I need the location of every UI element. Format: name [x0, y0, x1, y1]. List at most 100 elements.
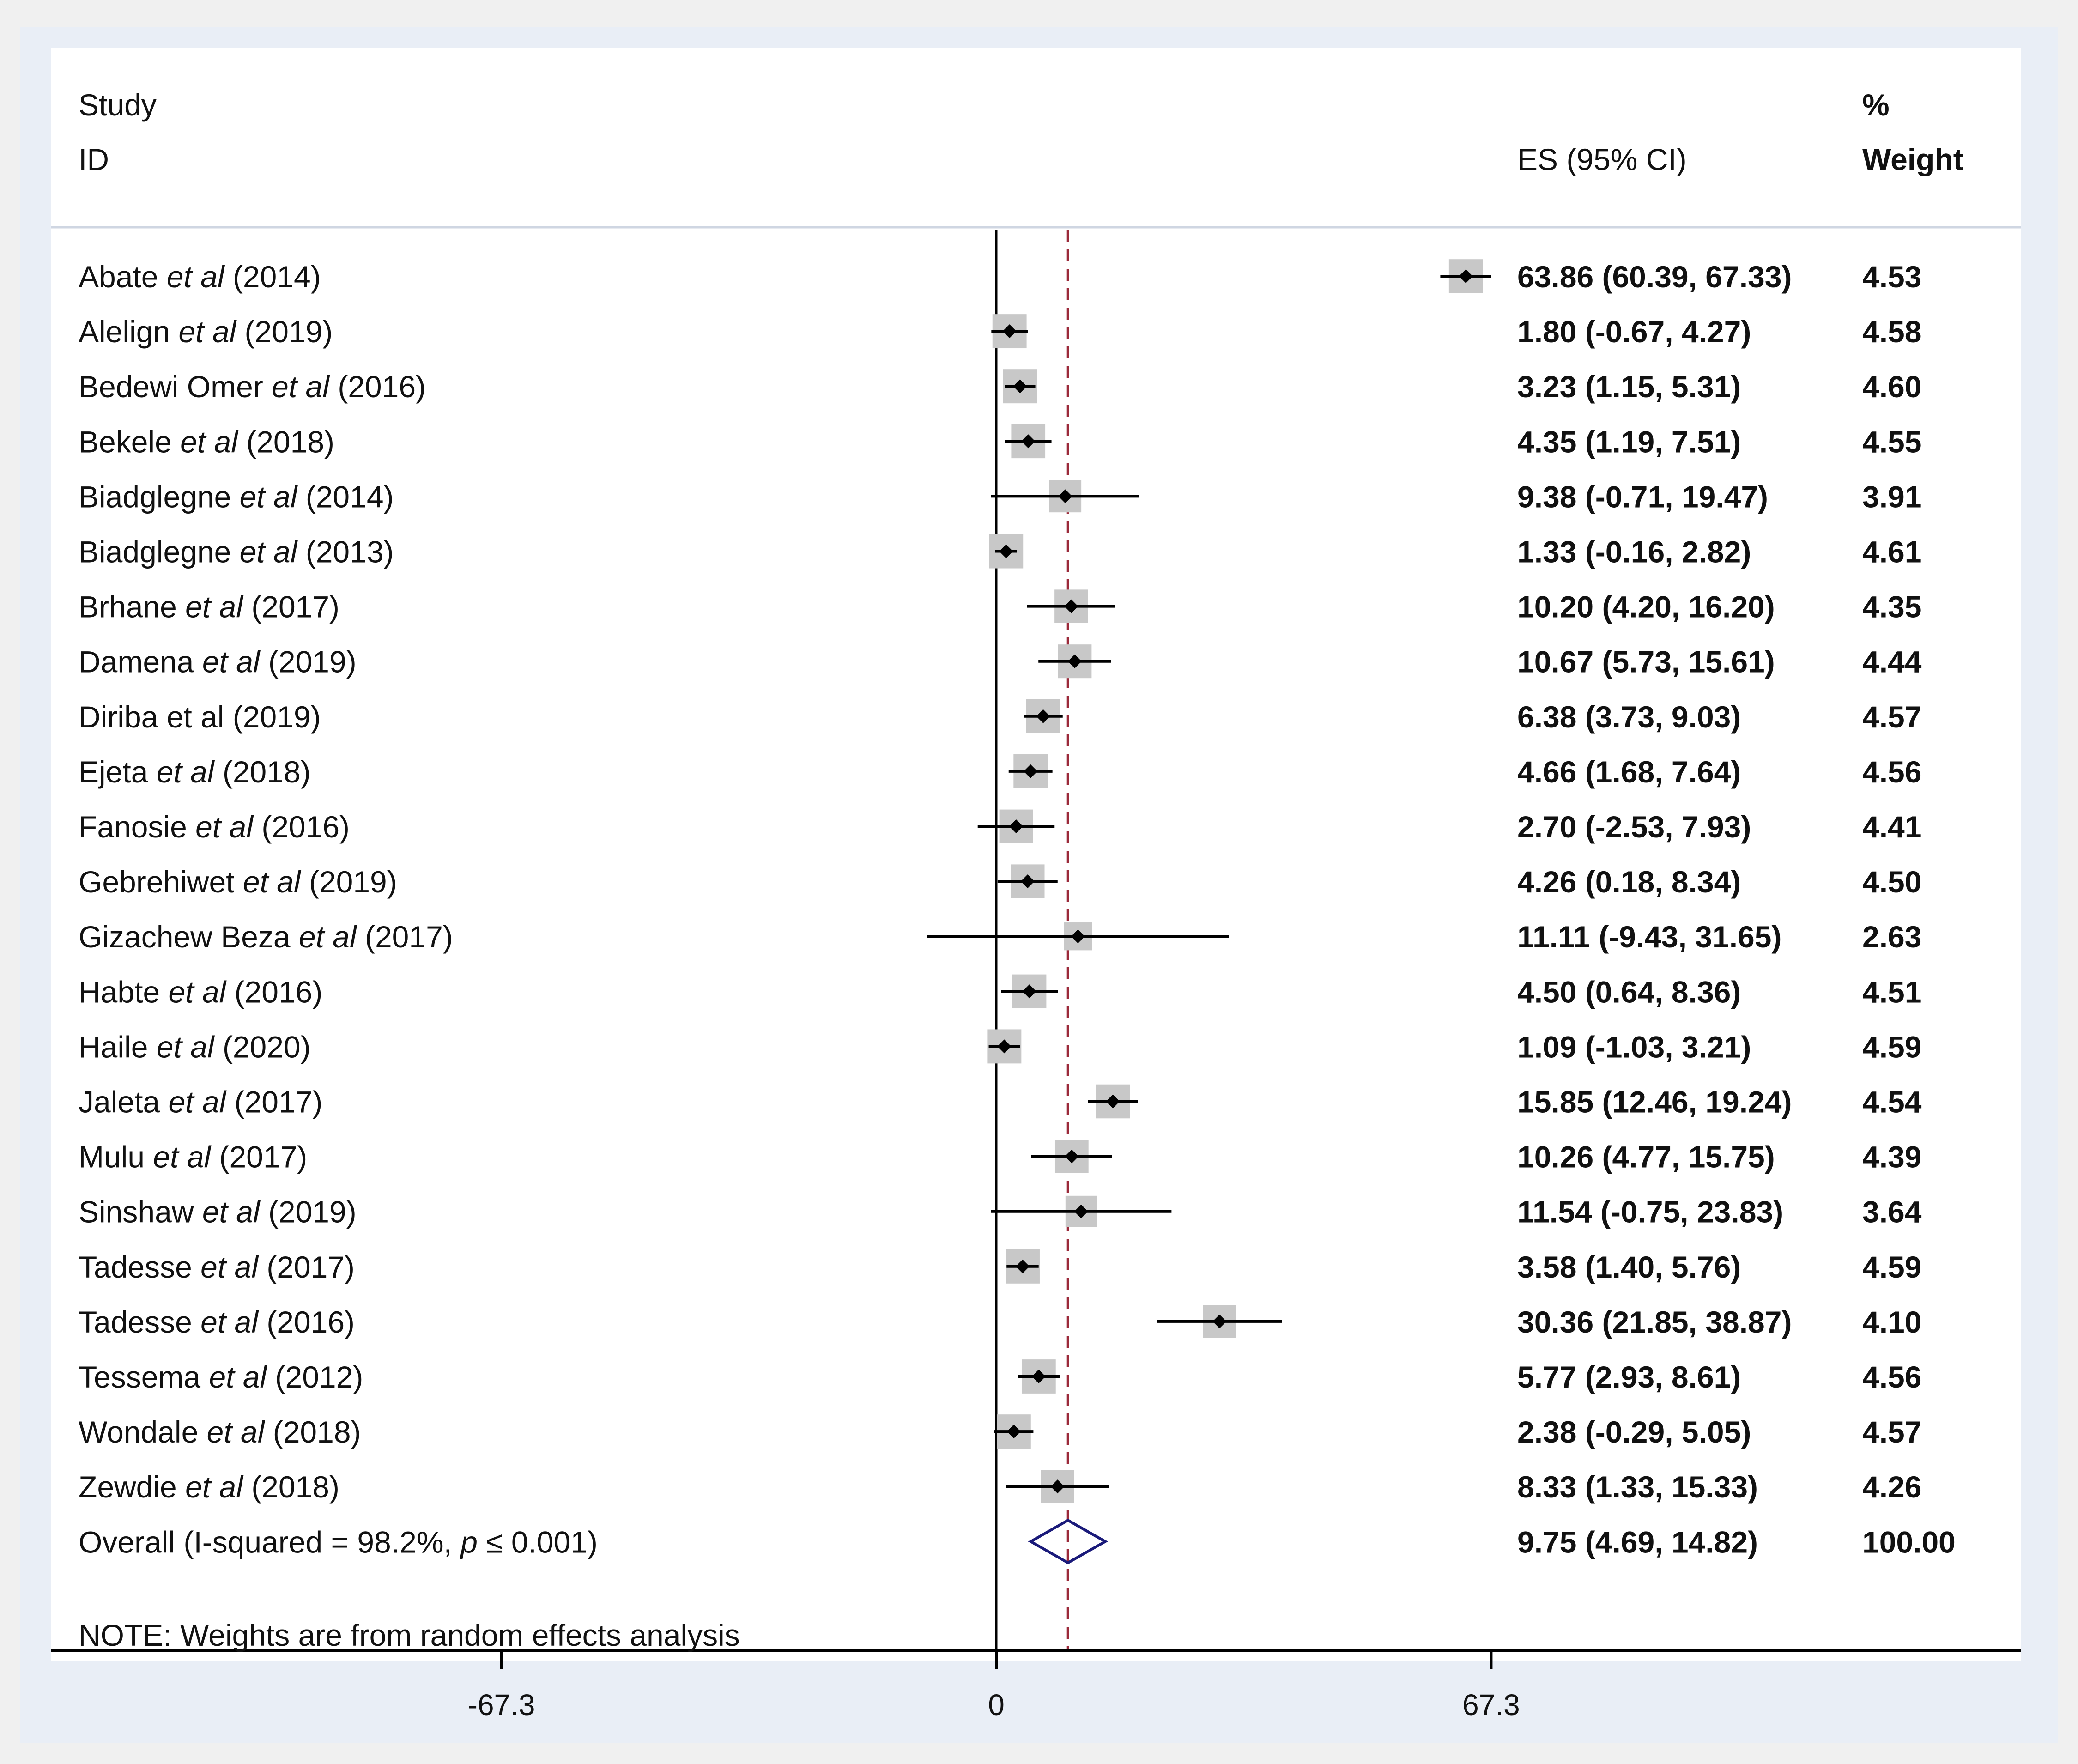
study-es-ci: 6.38 (3.73, 9.03) [1517, 700, 1741, 734]
study-author: Sinshaw [79, 1195, 202, 1229]
study-etal: et al [157, 1030, 215, 1064]
study-author: Alelign [79, 315, 178, 349]
study-point-marker [1036, 709, 1050, 723]
overall-es-ci: 9.75 (4.69, 14.82) [1517, 1525, 1758, 1559]
study-year: (2014) [297, 479, 394, 514]
header-weight: Weight [1862, 142, 1963, 176]
study-label: Tessema et al (2012) [79, 1360, 363, 1394]
study-author: Bedewi Omer [79, 370, 272, 404]
study-point-marker [999, 544, 1013, 558]
study-weight: 4.26 [1862, 1470, 1921, 1504]
study-year: (2019) [260, 1195, 357, 1229]
study-es-ci: 9.38 (-0.71, 19.47) [1517, 479, 1768, 514]
overall-diamond [1028, 1518, 1108, 1564]
study-point-marker [1058, 489, 1072, 503]
study-point-marker [1031, 1370, 1046, 1383]
study-point-marker [1106, 1094, 1120, 1109]
study-point-marker [1074, 1204, 1088, 1218]
study-es-ci: 10.67 (5.73, 15.61) [1517, 645, 1775, 679]
header-percent: % [1862, 88, 1890, 122]
study-label: Sinshaw et al (2019) [79, 1195, 357, 1229]
study-year: (2019) [260, 645, 357, 679]
study-es-ci: 10.26 (4.77, 15.75) [1517, 1140, 1775, 1174]
study-es-ci: 3.58 (1.40, 5.76) [1517, 1250, 1741, 1284]
study-year: (2019) [301, 865, 397, 899]
study-es-ci: 1.33 (-0.16, 2.82) [1517, 535, 1751, 569]
study-es-ci: 1.09 (-1.03, 3.21) [1517, 1030, 1751, 1064]
study-weight: 3.91 [1862, 479, 1921, 514]
study-point-marker [1212, 1314, 1227, 1328]
study-weight: 4.53 [1862, 260, 1921, 294]
study-etal: et al [202, 645, 261, 679]
study-point-marker [1006, 1425, 1021, 1439]
study-es-ci: 4.35 (1.19, 7.51) [1517, 424, 1741, 459]
study-author: Biadglegne [79, 479, 240, 514]
forest-plot: Study ID ES (95% CI) % Weight Abate et a… [51, 88, 2021, 1652]
study-year: (2019) [236, 315, 333, 349]
study-weight: 4.51 [1862, 975, 1921, 1009]
study-etal: et al [200, 1250, 259, 1284]
study-point-marker [1071, 929, 1085, 944]
study-etal: et al [202, 1195, 261, 1229]
study-point-marker [1065, 1149, 1079, 1164]
study-es-ci: 1.80 (-0.67, 4.27) [1517, 315, 1751, 349]
study-weight: 4.55 [1862, 424, 1921, 459]
study-author: Gizachew Beza [79, 920, 299, 954]
overall-label-prefix: Overall (I-squared = 98.2%, [79, 1525, 460, 1559]
study-author: Jaleta [79, 1085, 168, 1119]
study-author: Diriba [79, 700, 167, 734]
study-label: Haile et al (2020) [79, 1030, 311, 1064]
study-point-marker [1459, 269, 1473, 283]
study-etal: et al [195, 810, 254, 844]
forest-plot-panel: Study ID ES (95% CI) % Weight Abate et a… [51, 48, 2021, 1661]
study-author: Mulu [79, 1140, 153, 1174]
study-point-marker [1064, 599, 1078, 613]
study-rows: Abate et al (2014) 63.86 (60.39, 67.33) 4.… [79, 260, 1956, 1559]
study-label: Brhane et al (2017) [79, 590, 339, 624]
study-etal: et al [168, 975, 227, 1009]
study-label: Biadglegne et al (2013) [79, 535, 394, 569]
study-etal: et al [243, 865, 302, 899]
study-point-marker [1013, 379, 1027, 394]
study-label: Wondale et al (2018) [79, 1415, 361, 1449]
study-year: (2017) [243, 590, 339, 624]
study-year: (2017) [226, 1085, 322, 1119]
study-label: Gebrehiwet et al (2019) [79, 865, 397, 899]
study-es-ci: 4.50 (0.64, 8.36) [1517, 975, 1741, 1009]
study-es-ci: 11.11 (-9.43, 31.65) [1517, 920, 1781, 954]
study-es-ci: 2.70 (-2.53, 7.93) [1517, 810, 1751, 844]
study-weight: 4.10 [1862, 1305, 1921, 1339]
study-etal: et al [168, 1085, 227, 1119]
study-year: (2017) [211, 1140, 307, 1174]
study-year: (2016) [226, 975, 322, 1009]
study-author: Habte [79, 975, 168, 1009]
study-etal: et al [200, 1305, 259, 1339]
study-etal: et al [167, 700, 224, 734]
study-label: Biadglegne et al (2014) [79, 479, 394, 514]
study-year: (2019) [224, 700, 321, 734]
study-etal: et al [209, 1360, 267, 1394]
overall-weight: 100.00 [1862, 1525, 1956, 1559]
study-weight: 4.60 [1862, 370, 1921, 404]
study-es-ci: 11.54 (-0.75, 23.83) [1517, 1195, 1783, 1229]
study-es-ci: 8.33 (1.33, 15.33) [1517, 1470, 1758, 1504]
study-author: Tadesse [79, 1305, 200, 1339]
study-label: Mulu et al (2017) [79, 1140, 307, 1174]
study-es-ci: 15.85 (12.46, 19.24) [1517, 1085, 1792, 1119]
study-etal: et al [153, 1140, 212, 1174]
study-year: (2014) [224, 260, 321, 294]
study-year: (2017) [357, 920, 453, 954]
study-point-marker [997, 1039, 1012, 1054]
study-label: Ejeta et al (2018) [79, 755, 311, 789]
study-year: (2016) [258, 1305, 355, 1339]
plot-marks [51, 230, 2021, 1652]
study-etal: et al [185, 1470, 244, 1504]
header-study: Study [79, 88, 157, 122]
header-id: ID [79, 142, 109, 176]
study-label: Habte et al (2016) [79, 975, 322, 1009]
study-weight: 4.57 [1862, 700, 1921, 734]
study-etal: et al [157, 755, 215, 789]
study-label: Abate et al (2014) [79, 260, 321, 294]
study-author: Fanosie [79, 810, 195, 844]
study-weight: 4.41 [1862, 810, 1921, 844]
